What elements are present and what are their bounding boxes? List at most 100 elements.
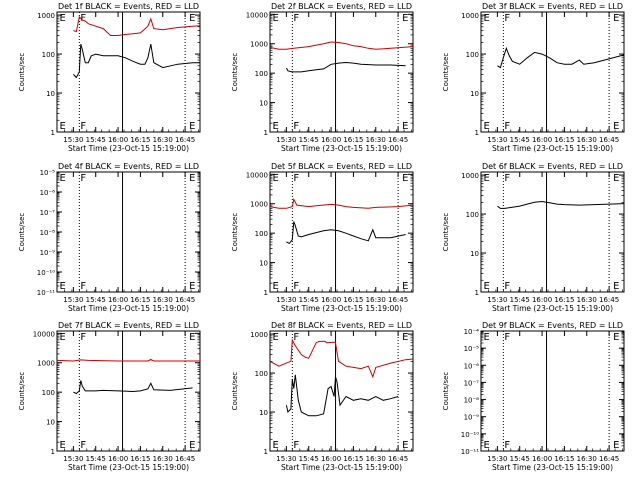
- event-letter-f: F: [80, 173, 86, 184]
- plot-frame: [56, 11, 201, 133]
- plot-panel-2: Det 2f BLACK = Events, RED = LLD 1 10 100 10…: [231, 2, 414, 153]
- event-letter-e: E: [59, 332, 65, 343]
- x-tick-label: 16:15: [554, 136, 574, 144]
- y-tick-label: 10⁻⁵: [40, 169, 56, 177]
- y-tick-label: 10: [470, 90, 479, 98]
- event-letter-bottom-e: E: [189, 121, 195, 132]
- events-series-line: [73, 43, 200, 79]
- y-tick-label: 1000: [37, 12, 55, 20]
- y-tick-label: 1: [51, 129, 55, 137]
- x-tick-label: 15:30: [63, 296, 83, 304]
- x-tick-label: 16:30: [577, 296, 597, 304]
- y-tick-label: 10⁻⁷: [464, 379, 480, 387]
- plot-panel-3: Det 3f BLACK = Events, RED = LLD 1 10 100 10…: [442, 2, 625, 153]
- plot-panel-8: Det 8f BLACK = Events, RED = LLD 1 10 100 10…: [231, 321, 414, 472]
- event-letter-bottom-e: E: [272, 121, 278, 132]
- y-tick-label: 10⁻¹⁰: [461, 431, 479, 439]
- y-tick-label: 100: [255, 230, 268, 238]
- plot-panel-7: Det 7f BLACK = Events, RED = LLD 1 10 100 10…: [18, 321, 201, 472]
- x-axis-label: Start Time (23-Oct-15 15:19:00): [68, 463, 189, 472]
- y-axis-label: Counts/sec: [231, 213, 239, 252]
- events-series-line: [285, 374, 399, 417]
- y-tick-label: 1: [264, 289, 268, 297]
- event-letter-e: E: [613, 332, 619, 343]
- event-letter-f: F: [504, 332, 510, 343]
- event-letter-e: E: [272, 332, 278, 343]
- y-tick-label: 10000: [246, 11, 268, 19]
- event-letter-bottom-e: E: [189, 440, 195, 451]
- event-letter-f: F: [80, 332, 86, 343]
- event-letter-bottom-e: E: [402, 281, 408, 292]
- event-letter-e: E: [272, 173, 278, 184]
- event-letter-e: E: [483, 173, 489, 184]
- event-letter-e: E: [613, 173, 619, 184]
- y-tick-label: 10: [259, 100, 268, 108]
- plot-panel-5: Det 5f BLACK = Events, RED = LLD 1 10 100 10…: [231, 162, 414, 313]
- y-tick-label: 1000: [37, 360, 55, 368]
- x-tick-label: 15:45: [86, 455, 106, 463]
- y-tick-label: 1000: [250, 331, 268, 339]
- x-tick-label: 16:30: [577, 136, 597, 144]
- y-tick-label: 10⁻⁸: [40, 229, 56, 237]
- event-letter-f: F: [293, 13, 299, 24]
- x-tick-label: 16:30: [153, 136, 173, 144]
- y-tick-label: 1: [475, 289, 479, 297]
- x-tick-label: 16:45: [388, 455, 408, 463]
- y-tick-label: 10⁻⁵: [464, 345, 480, 353]
- x-axis-label: Start Time (23-Oct-15 15:19:00): [281, 463, 402, 472]
- event-letter-e: E: [483, 13, 489, 24]
- lld-series-line: [73, 15, 201, 36]
- x-axis-label: Start Time (23-Oct-15 15:19:00): [281, 304, 402, 313]
- event-letter-e: E: [189, 173, 195, 184]
- y-tick-label: 10000: [246, 171, 268, 179]
- x-tick-label: 15:45: [510, 455, 530, 463]
- x-tick-label: 16:00: [532, 296, 552, 304]
- x-tick-label: 16:15: [130, 296, 150, 304]
- lld-series-line: [269, 338, 414, 379]
- y-tick-label: 10⁻⁹: [40, 249, 56, 257]
- y-tick-label: 1: [475, 129, 479, 137]
- lld-series-line: [269, 41, 414, 50]
- x-tick-label: 15:30: [276, 136, 296, 144]
- y-tick-label: 10⁻¹¹: [461, 448, 479, 456]
- event-letter-bottom-f: F: [504, 440, 510, 451]
- plot-title: Det 3f BLACK = Events, RED = LLD: [482, 2, 623, 11]
- x-tick-label: 16:00: [321, 136, 341, 144]
- event-letter-e: E: [402, 13, 408, 24]
- x-tick-label: 16:15: [554, 296, 574, 304]
- x-axis-label: Start Time (23-Oct-15 15:19:00): [492, 144, 613, 153]
- event-letter-bottom-e: E: [272, 440, 278, 451]
- y-axis-label: Counts/sec: [18, 213, 26, 252]
- y-tick-label: 100: [42, 51, 55, 59]
- x-tick-label: 15:30: [63, 455, 83, 463]
- event-letter-e: E: [613, 13, 619, 24]
- event-letter-bottom-e: E: [483, 281, 489, 292]
- x-tick-label: 16:00: [532, 455, 552, 463]
- x-tick-label: 15:45: [510, 296, 530, 304]
- event-letter-bottom-e: E: [483, 440, 489, 451]
- event-letter-bottom-e: E: [59, 440, 65, 451]
- event-letter-bottom-e: E: [483, 121, 489, 132]
- x-tick-label: 16:45: [388, 136, 408, 144]
- x-tick-label: 16:30: [366, 136, 386, 144]
- x-tick-label: 16:45: [388, 296, 408, 304]
- event-letter-bottom-f: F: [504, 121, 510, 132]
- y-tick-label: 100: [42, 389, 55, 397]
- x-tick-label: 16:45: [175, 136, 195, 144]
- x-tick-label: 16:30: [366, 455, 386, 463]
- x-tick-label: 16:30: [366, 296, 386, 304]
- y-axis-label: Counts/sec: [18, 53, 26, 92]
- event-letter-bottom-f: F: [80, 281, 86, 292]
- event-letter-f: F: [293, 332, 299, 343]
- x-axis-label: Start Time (23-Oct-15 15:19:00): [68, 304, 189, 313]
- x-tick-label: 15:30: [63, 136, 83, 144]
- event-letter-bottom-e: E: [613, 281, 619, 292]
- x-tick-label: 16:15: [554, 455, 574, 463]
- y-tick-label: 10⁻⁴: [464, 328, 480, 336]
- event-letter-e: E: [402, 173, 408, 184]
- x-tick-label: 16:45: [175, 455, 195, 463]
- lld-series-line: [269, 197, 414, 209]
- y-tick-label: 1000: [250, 41, 268, 49]
- y-tick-label: 10: [46, 90, 55, 98]
- y-axis-label: Counts/sec: [231, 53, 239, 92]
